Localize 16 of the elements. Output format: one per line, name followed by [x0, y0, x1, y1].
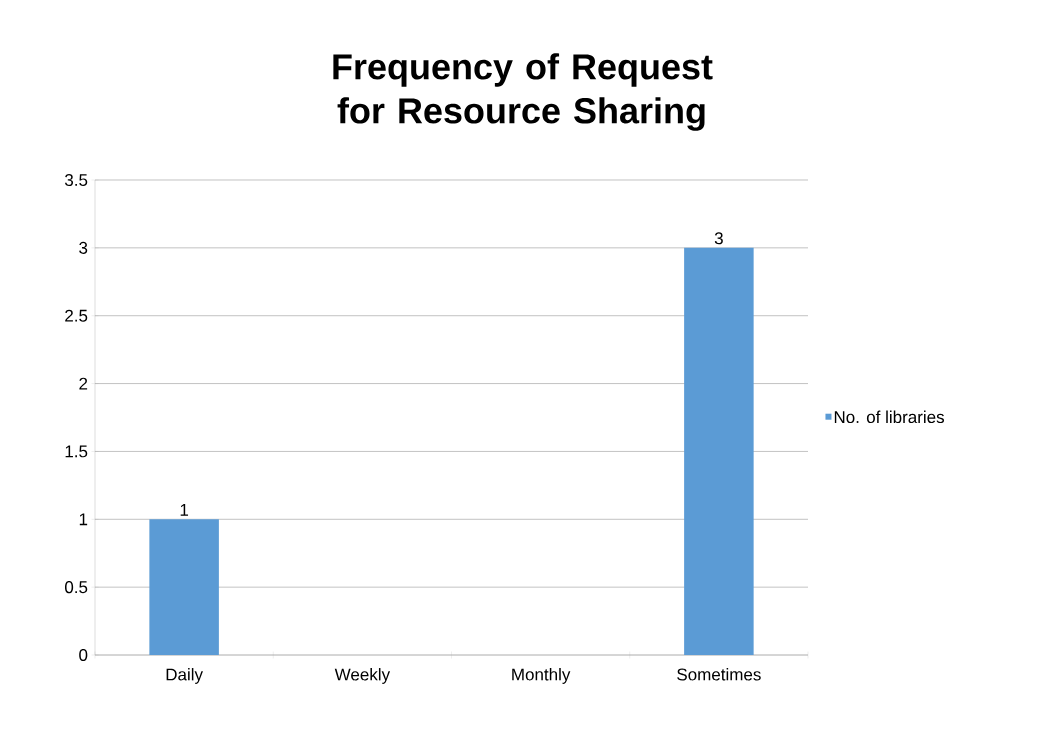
y-tick-label: 3.5 [64, 173, 88, 187]
chart-title: Frequency of Request for Resource Sharing [333, 53, 713, 131]
x-tick-label: Monthly [512, 668, 571, 684]
y-tick-label: 3 [79, 241, 88, 254]
y-tick-label: 2 [79, 377, 88, 390]
x-tick-label: Weekly [334, 668, 391, 684]
x-tick-label: Sometimes [677, 668, 761, 681]
y-tick-label: 0.5 [65, 581, 88, 594]
data-label: 1 [180, 504, 189, 516]
y-tick-label: 1.5 [65, 445, 88, 458]
y-tick-label: 0 [79, 648, 88, 662]
y-tick-label: 2.5 [65, 309, 88, 322]
x-tick-label: Daily [166, 668, 203, 684]
y-tick-label: 1 [79, 513, 88, 526]
data-label: 3 [714, 232, 723, 245]
legend-label: No. of libraries [834, 410, 944, 424]
